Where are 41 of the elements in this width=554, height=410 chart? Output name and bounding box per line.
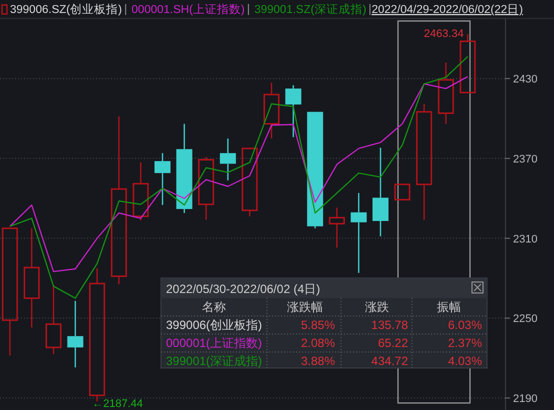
y-tick-label: 2310 (513, 233, 538, 246)
text: 6.03% (448, 318, 482, 332)
category-label: 涨跌 (365, 300, 389, 314)
candlestick (264, 82, 280, 140)
category-label: 振幅 (437, 300, 461, 314)
chart-subtitle: 2022/04/29-2022/06/02(22日) (372, 3, 524, 16)
line-series (9, 76, 468, 272)
candlestick (416, 103, 432, 220)
candlestick (372, 147, 388, 237)
y-tick-label: 2430 (513, 74, 538, 86)
category-label: 399001(深证成指) (166, 354, 262, 368)
y-tick-label: 2250 (513, 313, 538, 326)
legend-label: 399006.SZ(创业板指) (10, 3, 122, 16)
category-label: 名称 (202, 300, 226, 314)
candlestick (328, 207, 345, 248)
candlestick (24, 228, 40, 328)
category-label: 涨跌幅 (287, 300, 323, 314)
candlestick (220, 138, 236, 182)
y-tick-label: 2190 (513, 393, 538, 406)
text: 5.85% (300, 318, 335, 332)
text: 2022/05/30-2022/06/02 (4日) (166, 282, 320, 296)
text: 2.08% (300, 336, 335, 350)
text: 65.22 (378, 336, 408, 350)
text: 000001.SH(上证指数) (132, 3, 245, 16)
text: 3.88% (300, 354, 335, 368)
text: 399001.SZ(深证成指) (254, 3, 366, 16)
candlestick (438, 62, 454, 124)
line-series (9, 56, 468, 299)
text: 434.72 (371, 354, 408, 368)
annotation: ←2187.44 (92, 398, 143, 410)
text: 135.78 (371, 318, 408, 332)
candlestick (285, 84, 302, 138)
category-label: 399006(创业板指) (166, 318, 262, 332)
candlestick (350, 192, 367, 274)
annotation: 2463.34 (424, 28, 464, 40)
text: 2.37% (448, 336, 482, 350)
candlestick (67, 300, 84, 368)
y-tick-label: 2370 (513, 153, 538, 166)
category-label: 000001(上证指数) (166, 336, 262, 350)
text: 4.03% (448, 354, 482, 368)
candlestick (176, 123, 192, 214)
